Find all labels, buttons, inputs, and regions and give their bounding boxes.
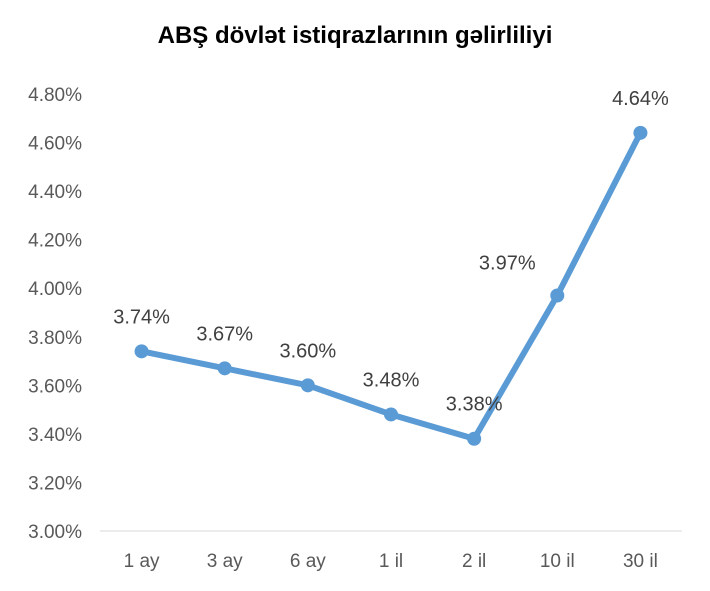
data-point [633,125,648,140]
y-tick-label: 4.20% [28,231,82,252]
data-label: 4.64% [612,88,669,110]
data-label: 3.48% [363,369,420,391]
x-tick-label: 2 il [462,551,486,572]
y-tick-label: 4.60% [28,134,82,155]
y-tick-label: 3.80% [28,328,82,349]
data-label: 3.38% [446,394,503,416]
x-tick-label: 1 ay [124,551,160,572]
y-tick-label: 4.40% [28,182,82,203]
x-tick-label: 3 ay [207,551,243,572]
data-point [217,361,232,376]
x-tick-label: 1 il [379,551,403,572]
data-label: 3.74% [113,306,170,328]
x-tick-label: 6 ay [290,551,326,572]
data-point [134,344,149,359]
series-line [138,129,644,442]
y-tick-label: 3.40% [28,425,82,446]
y-tick-label: 4.80% [28,85,82,106]
data-point [300,378,315,393]
y-tick-label: 3.60% [28,376,82,397]
data-point [467,431,482,446]
x-tick-label: 30 il [623,551,658,572]
data-point [550,288,565,303]
y-tick-label: 4.00% [28,279,82,300]
data-label: 3.67% [196,323,253,345]
data-label: 3.97% [479,253,536,275]
y-tick-label: 3.00% [28,522,82,543]
data-point [384,407,398,422]
y-tick-label: 3.20% [28,473,82,494]
data-label: 3.60% [279,340,336,362]
chart-title: ABŞ dövlət istiqrazlarının gəlirliliyi [157,22,553,49]
x-tick-label: 10 il [540,551,575,572]
